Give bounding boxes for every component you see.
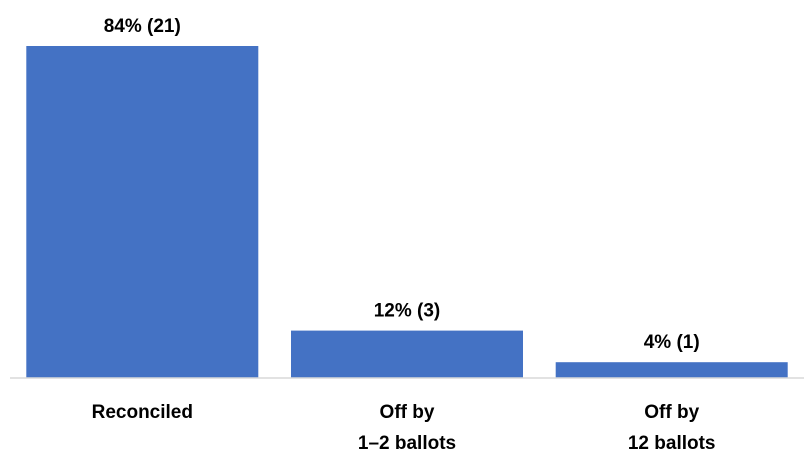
category-label-1-line-1: 1–2 ballots bbox=[358, 433, 456, 454]
bars-group bbox=[26, 46, 788, 378]
category-labels-group: Reconciled Off by 1–2 ballots Off by 12 ball… bbox=[92, 402, 716, 454]
data-label-2: 4% (1) bbox=[644, 332, 700, 353]
category-label-2-line-0: Off by bbox=[644, 402, 699, 423]
category-label-2-line-1: 12 ballots bbox=[628, 433, 716, 454]
data-label-0: 84% (21) bbox=[104, 16, 181, 37]
bar-0 bbox=[26, 46, 259, 378]
data-labels-group: 84% (21) 12% (3) 4% (1) bbox=[104, 16, 700, 353]
category-label-1-line-0: Off by bbox=[380, 402, 435, 423]
bar-1 bbox=[291, 330, 523, 378]
category-label-0-line-0: Reconciled bbox=[92, 402, 193, 423]
bar-2 bbox=[555, 362, 788, 378]
data-label-1: 12% (3) bbox=[374, 301, 441, 322]
